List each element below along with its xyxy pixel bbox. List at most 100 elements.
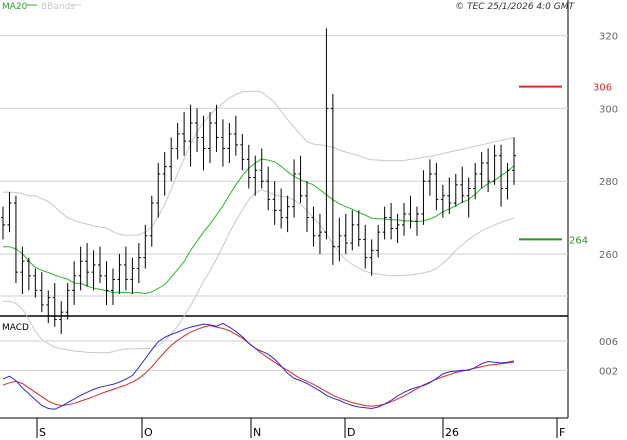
ohlc-bar bbox=[1, 206, 5, 240]
ohlc-bar bbox=[330, 93, 335, 265]
macd-lines bbox=[2, 322, 515, 410]
ohlc-bar bbox=[188, 104, 193, 167]
ohlc-bar bbox=[337, 217, 342, 262]
ohlc-bar bbox=[123, 246, 128, 291]
ohlc-bar bbox=[376, 224, 381, 258]
bollinger-bands bbox=[3, 90, 515, 354]
price-tick-label: 280 bbox=[599, 177, 618, 188]
ohlc-bar bbox=[52, 283, 57, 327]
ohlc-bar bbox=[259, 148, 264, 189]
ohlc-bar bbox=[26, 257, 31, 291]
ohlc-bar bbox=[195, 108, 200, 153]
ohlc-bar bbox=[512, 137, 516, 185]
ohlc-bar bbox=[369, 239, 374, 276]
level-label-264: 264 bbox=[569, 235, 588, 246]
ohlc-bar bbox=[59, 301, 64, 335]
price-tick-label: 300 bbox=[599, 104, 618, 115]
ohlc-bar bbox=[447, 177, 452, 214]
ohlc-bar bbox=[272, 181, 277, 225]
ohlc-bar bbox=[117, 253, 122, 294]
ohlc-bar bbox=[343, 213, 348, 254]
ohlc-bar bbox=[285, 195, 290, 233]
ohlc-bar bbox=[324, 28, 329, 240]
ohlc-bar bbox=[427, 159, 432, 196]
ohlc-bar bbox=[492, 144, 497, 185]
copyright: © TEC 25/1/2026 4:0 GMT bbox=[455, 2, 575, 12]
bband-upper-line bbox=[3, 90, 515, 236]
month-label: 26 bbox=[445, 426, 459, 439]
ohlc-bar bbox=[311, 206, 316, 247]
ohlc-bar bbox=[156, 163, 161, 218]
ohlc-bar bbox=[227, 122, 232, 163]
ohlc-bar bbox=[279, 188, 284, 229]
ohlc-bar bbox=[143, 224, 148, 269]
ohlc-bar bbox=[169, 137, 174, 182]
ohlc-bar bbox=[479, 152, 484, 189]
x-axis: S O N D 26 F bbox=[36, 418, 565, 439]
ohlc-bar bbox=[91, 250, 96, 291]
month-label: S bbox=[39, 426, 46, 439]
ohlc-bar bbox=[175, 122, 180, 160]
ohlc-bar bbox=[233, 115, 238, 156]
macd-tick-label: 002 bbox=[599, 366, 618, 377]
ohlc-bar bbox=[98, 246, 103, 284]
ohlc-bar bbox=[505, 163, 510, 200]
month-label: F bbox=[559, 426, 565, 439]
macd-grid bbox=[0, 340, 568, 371]
ohlc-bar bbox=[78, 246, 83, 291]
ohlc-bar bbox=[85, 243, 90, 287]
ohlc-bar bbox=[356, 210, 361, 247]
ohlc-bar bbox=[434, 163, 439, 211]
ohlc-bar bbox=[460, 166, 465, 204]
ohlc-bar bbox=[317, 213, 322, 254]
legend-ma20: MA20 bbox=[2, 2, 28, 12]
ohlc-bar bbox=[7, 192, 12, 233]
ohlc-bar bbox=[402, 203, 407, 236]
price-tick-label: 320 bbox=[599, 32, 618, 43]
ohlc-bar bbox=[240, 133, 245, 171]
ohlc-bar bbox=[440, 184, 445, 218]
ohlc-bar bbox=[220, 119, 225, 167]
ma20-series bbox=[3, 158, 515, 295]
ohlc-bar bbox=[414, 206, 419, 236]
price-annotations: 306 264 bbox=[519, 83, 612, 246]
price-tick-label: 260 bbox=[599, 250, 618, 261]
ohlc-bar bbox=[13, 195, 18, 284]
ohlc-bar bbox=[466, 177, 471, 218]
ohlc-bar bbox=[39, 272, 44, 313]
price-tick-labels: 260 280 300 320 bbox=[599, 32, 618, 261]
ohlc-bar bbox=[253, 155, 258, 196]
ohlc-bar bbox=[162, 152, 167, 196]
ohlc-bar bbox=[72, 261, 77, 305]
ohlc-bar bbox=[214, 104, 219, 153]
ohlc-bar bbox=[246, 144, 251, 189]
level-label-306: 306 bbox=[593, 83, 612, 94]
month-label: N bbox=[253, 426, 261, 439]
signal-series bbox=[2, 325, 515, 407]
ohlc-bar bbox=[182, 112, 187, 156]
ohlc-bar bbox=[149, 195, 154, 247]
ohlc-bar bbox=[499, 144, 504, 207]
month-label: O bbox=[144, 426, 153, 439]
ohlc-bar bbox=[104, 261, 109, 305]
legend-bbands: BBands bbox=[41, 2, 75, 12]
ohlc-bar bbox=[298, 155, 303, 204]
ohlc-bar bbox=[453, 173, 458, 207]
ohlc-bar bbox=[46, 290, 51, 324]
price-bars bbox=[1, 28, 516, 335]
ohlc-bar bbox=[136, 243, 141, 284]
price-grid bbox=[0, 35, 568, 297]
ohlc-bar bbox=[130, 257, 135, 294]
ohlc-bar bbox=[201, 115, 206, 171]
macd-tick-labels: 002 006 bbox=[599, 337, 618, 377]
macd-series bbox=[2, 322, 515, 410]
bband-lower-line bbox=[3, 189, 515, 354]
ohlc-bar bbox=[305, 181, 310, 233]
ohlc-bar bbox=[20, 246, 25, 294]
ohlc-bar bbox=[363, 224, 368, 269]
ohlc-bar bbox=[421, 170, 426, 225]
macd-tick-label: 006 bbox=[599, 337, 618, 348]
ohlc-bar bbox=[110, 268, 115, 305]
macd-title: MACD bbox=[2, 323, 29, 333]
